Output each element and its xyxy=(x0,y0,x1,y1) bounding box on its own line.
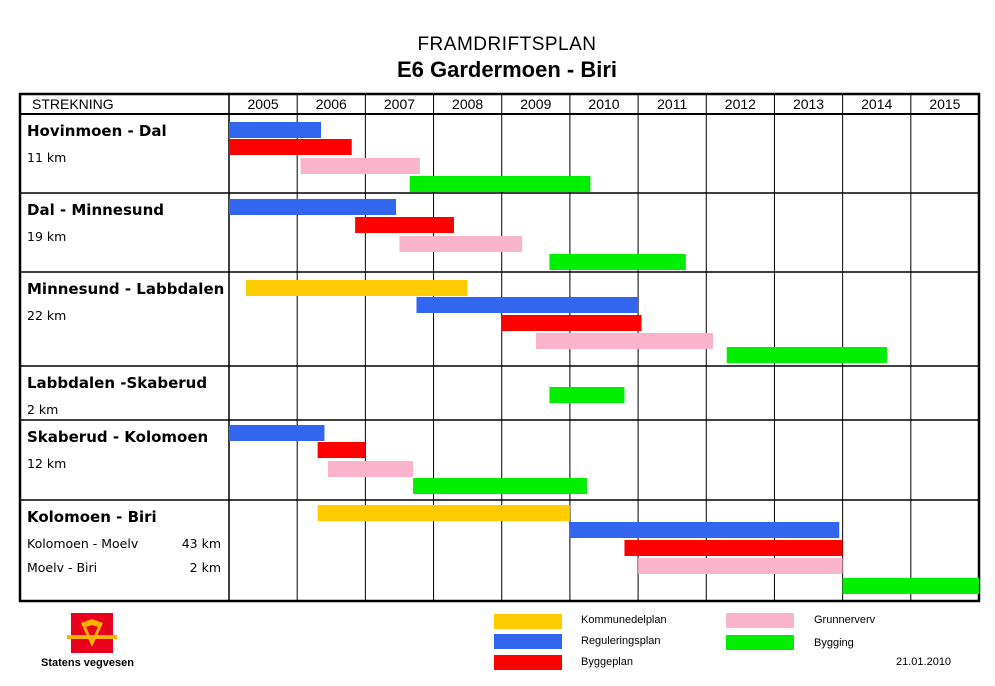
bar-byggeplan xyxy=(355,217,454,233)
legend-label-bygging: Bygging xyxy=(814,637,854,649)
year-tick-label: 2012 xyxy=(725,96,756,112)
section-length: 2 km xyxy=(27,402,58,417)
section-length-value: 2 km xyxy=(190,560,221,575)
chart-frame xyxy=(18,92,981,603)
legend-swatch-grunnerverv xyxy=(726,613,794,628)
bar-bygging xyxy=(409,176,591,192)
legend-swatch-kommunedelplan xyxy=(494,614,562,629)
section-length-value: 43 km xyxy=(182,536,221,551)
bar-kommunedelplan xyxy=(317,505,570,521)
legend-swatch-byggeplan xyxy=(494,655,562,670)
bar-reguleringsplan xyxy=(229,122,322,138)
section-length: 11 km xyxy=(27,150,66,165)
year-tick-label: 2014 xyxy=(861,96,892,112)
bar-bygging xyxy=(549,254,686,270)
section-name: Kolomoen - Biri xyxy=(27,508,157,526)
legend-swatch-reguleringsplan xyxy=(494,634,562,649)
legend-label-reguleringsplan: Reguleringsplan xyxy=(581,635,661,647)
year-tick-label: 2015 xyxy=(929,96,960,112)
bar-bygging xyxy=(549,387,625,403)
bar-grunnerverv xyxy=(535,333,714,349)
brand-name: Statens vegvesen xyxy=(41,657,134,669)
bar-bygging xyxy=(842,578,979,594)
bar-reguleringsplan xyxy=(416,297,639,313)
legend-label-byggeplan: Byggeplan xyxy=(581,656,633,668)
chart-title: FRAMDRIFTSPLAN xyxy=(417,34,597,55)
bar-reguleringsplan xyxy=(569,522,840,538)
year-tick-label: 2013 xyxy=(793,96,824,112)
section-length: 19 km xyxy=(27,229,66,244)
section-name: Hovinmoen - Dal xyxy=(27,122,167,140)
bar-grunnerverv xyxy=(327,461,414,477)
section-length: Moelv - Biri xyxy=(27,560,97,575)
year-tick-label: 2007 xyxy=(384,96,415,112)
bar-kommunedelplan xyxy=(246,280,468,296)
bar-bygging xyxy=(413,478,587,494)
year-tick-label: 2011 xyxy=(657,96,687,112)
bar-byggeplan xyxy=(501,315,642,331)
date-label: 21.01.2010 xyxy=(896,656,952,668)
section-name: Labbdalen -Skaberud xyxy=(27,374,207,392)
section-length: 22 km xyxy=(27,308,66,323)
legend-label-kommunedelplan: Kommunedelplan xyxy=(581,614,667,626)
bar-byggeplan xyxy=(624,540,843,556)
section-name: Dal - Minnesund xyxy=(27,201,164,219)
section-name: Skaberud - Kolomoen xyxy=(27,428,208,446)
bar-grunnerverv xyxy=(399,236,523,252)
year-tick-label: 2005 xyxy=(248,96,279,112)
statens-vegvesen-logo-icon xyxy=(67,613,117,653)
legend-label-grunnerverv: Grunnerverv xyxy=(814,614,876,626)
legend-swatch-bygging xyxy=(726,635,794,650)
bar-grunnerverv xyxy=(300,158,420,174)
section-length: 12 km xyxy=(27,456,66,471)
bar-grunnerverv xyxy=(638,558,843,574)
bar-reguleringsplan xyxy=(229,199,397,215)
bar-bygging xyxy=(726,347,887,363)
bar-byggeplan xyxy=(229,139,352,155)
section-length: Kolomoen - Moelv xyxy=(27,536,139,551)
header-strekning-label: STREKNING xyxy=(32,96,114,112)
year-tick-label: 2006 xyxy=(316,96,347,112)
year-tick-label: 2008 xyxy=(452,96,483,112)
section-name: Minnesund - Labbdalen xyxy=(27,280,224,298)
bar-byggeplan xyxy=(317,442,366,458)
chart-subtitle: E6 Gardermoen - Biri xyxy=(396,57,618,82)
bar-reguleringsplan xyxy=(229,425,325,441)
year-tick-label: 2009 xyxy=(520,96,551,112)
year-tick-label: 2010 xyxy=(588,96,619,112)
